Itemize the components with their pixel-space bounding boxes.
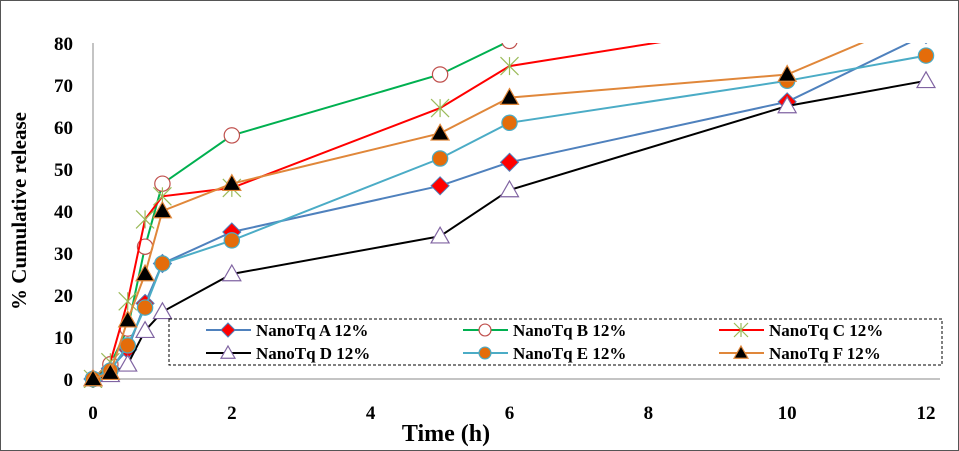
series-nanotq-f-12- <box>82 7 935 387</box>
star-stroke <box>778 13 796 31</box>
x-tick-label: 0 <box>88 403 98 424</box>
marker-triangle <box>82 368 104 387</box>
y-axis-label: % Cumulative release <box>7 112 31 310</box>
y-tick-label: 0 <box>64 370 74 391</box>
y-tick-label: 30 <box>54 244 73 265</box>
legend-item: NanoTq E 12% <box>463 344 626 363</box>
marker-triangle <box>221 173 242 192</box>
marker-triangle <box>135 320 156 339</box>
marker-triangle <box>117 354 138 372</box>
marker-circle <box>431 150 449 167</box>
marker-triangle <box>430 225 451 244</box>
marker-circle <box>478 323 492 337</box>
legend-item: NanoTq F 12% <box>719 344 881 363</box>
marker-circle <box>501 43 518 50</box>
legend-label: NanoTq F 12% <box>769 344 881 363</box>
marker-diamond <box>924 43 928 45</box>
marker-star <box>135 209 155 229</box>
marker-circle <box>154 255 171 272</box>
marker-triangle <box>732 344 750 359</box>
legend-label: NanoTq C 12% <box>769 321 883 340</box>
x-tick-label: 10 <box>778 403 797 424</box>
legend-label: NanoTq B 12% <box>513 321 626 340</box>
legend-item: NanoTq C 12% <box>719 321 883 340</box>
marker-triangle <box>499 87 520 105</box>
star-stroke <box>778 13 796 31</box>
x-tick-label: 4 <box>366 403 376 424</box>
series-line <box>92 43 865 380</box>
legend-item: NanoTq D 12% <box>206 344 370 363</box>
marker-diamond <box>499 152 520 172</box>
marker-triangle <box>221 263 242 282</box>
star-stroke <box>917 1 935 10</box>
x-axis-label: Time (h) <box>402 421 490 447</box>
marker-circle <box>501 114 518 132</box>
legend-item: NanoTq B 12% <box>463 321 626 340</box>
marker-circle <box>119 337 136 354</box>
y-tick-label: 40 <box>54 202 73 223</box>
series-nanotq-d-12- <box>82 70 937 387</box>
y-tick-label: 50 <box>54 160 73 181</box>
marker-triangle <box>100 362 121 381</box>
marker-triangle <box>917 7 935 23</box>
marker-circle <box>431 66 449 83</box>
marker-triangle <box>219 344 237 359</box>
x-tick-label: 12 <box>917 403 936 424</box>
marker-star <box>500 56 519 76</box>
marker-triangle <box>152 301 173 320</box>
marker-triangle <box>117 309 138 328</box>
legend-box <box>168 318 943 366</box>
series-line <box>92 43 662 380</box>
marker-triangle <box>152 200 173 219</box>
y-tick-label: 70 <box>54 76 73 97</box>
legend-label: NanoTq E 12% <box>513 344 626 363</box>
marker-circle <box>223 127 241 144</box>
marker-circle <box>917 47 935 64</box>
y-tick-label: 20 <box>54 286 73 307</box>
marker-triangle <box>915 70 937 89</box>
x-tick-label: 8 <box>644 403 654 424</box>
marker-diamond <box>220 322 236 338</box>
marker-star <box>733 322 749 338</box>
marker-triangle <box>499 179 520 198</box>
marker-circle <box>223 232 241 249</box>
y-tick-label: 80 <box>54 34 73 55</box>
legend-label: NanoTq A 12% <box>256 321 368 340</box>
marker-triangle <box>777 95 798 114</box>
x-tick-label: 2 <box>227 403 237 424</box>
y-tick-label: 60 <box>54 118 73 139</box>
marker-triangle <box>430 123 451 141</box>
marker-triangle <box>777 64 798 82</box>
legend-item: NanoTq A 12% <box>206 321 368 340</box>
marker-star <box>778 13 796 31</box>
x-tick-label: 6 <box>505 403 515 424</box>
star-stroke <box>917 1 935 10</box>
series-line <box>92 54 927 380</box>
marker-circle <box>478 346 492 360</box>
marker-diamond <box>430 176 450 196</box>
marker-circle <box>136 299 154 316</box>
y-tick-label: 10 <box>54 328 73 349</box>
marker-triangle <box>135 263 156 282</box>
marker-star <box>118 291 138 311</box>
marker-star <box>917 1 935 10</box>
marker-star <box>430 98 450 118</box>
legend-label: NanoTq D 12% <box>256 344 370 363</box>
